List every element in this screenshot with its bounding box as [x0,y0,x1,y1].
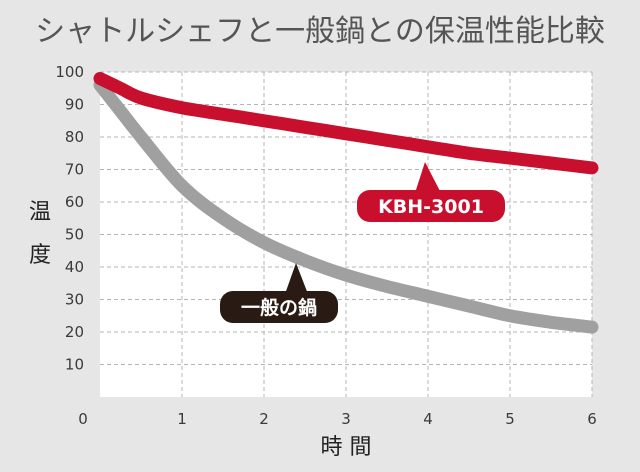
y-tick-label: 80 [65,128,84,146]
callout-kbh-box [357,190,505,222]
y-tick-label: 90 [65,96,84,114]
chart-title: シャトルシェフと一般鍋との保温性能比較 [35,14,605,49]
ylabel-char-2: 度 [29,243,51,268]
y-tick-label: 60 [65,193,84,211]
y-tick-label: 40 [65,258,84,276]
legend-callout-kbh: KBH-3001 [357,162,505,222]
x-tick-label: 4 [423,410,433,428]
x-tick-label: 3 [341,410,351,428]
callout-kbh-label: KBH-3001 [378,196,484,218]
callout-pot-pointer [285,263,308,294]
callout-pot-box [220,291,338,323]
xlabel: 時 間 [321,435,372,460]
x-tick-label: 5 [505,410,515,428]
x-tick-label: 0 [78,410,88,428]
callout-kbh-pointer [415,162,441,193]
y-tick-label: 10 [65,356,84,374]
ylabel-char-1: 温 [29,200,51,225]
series-lines [93,72,599,334]
x-tick-label: 2 [259,410,269,428]
y-tick-label: 70 [65,161,84,179]
ylabel: 温 度 [29,200,51,268]
x-tick-label: 1 [177,410,187,428]
callout-pot-label: 一般の鍋 [241,296,317,319]
x-tick-label: 6 [587,410,597,428]
legend-callout-pot: 一般の鍋 [220,263,338,323]
y-tick-label: 30 [65,291,84,309]
y-tick-label: 100 [55,63,84,81]
grid-lines [100,71,593,397]
series-line-general-pot [93,78,599,334]
y-tick-label: 50 [65,226,84,244]
series-line-kbh-3001 [93,72,599,175]
y-tick-label: 20 [65,323,84,341]
